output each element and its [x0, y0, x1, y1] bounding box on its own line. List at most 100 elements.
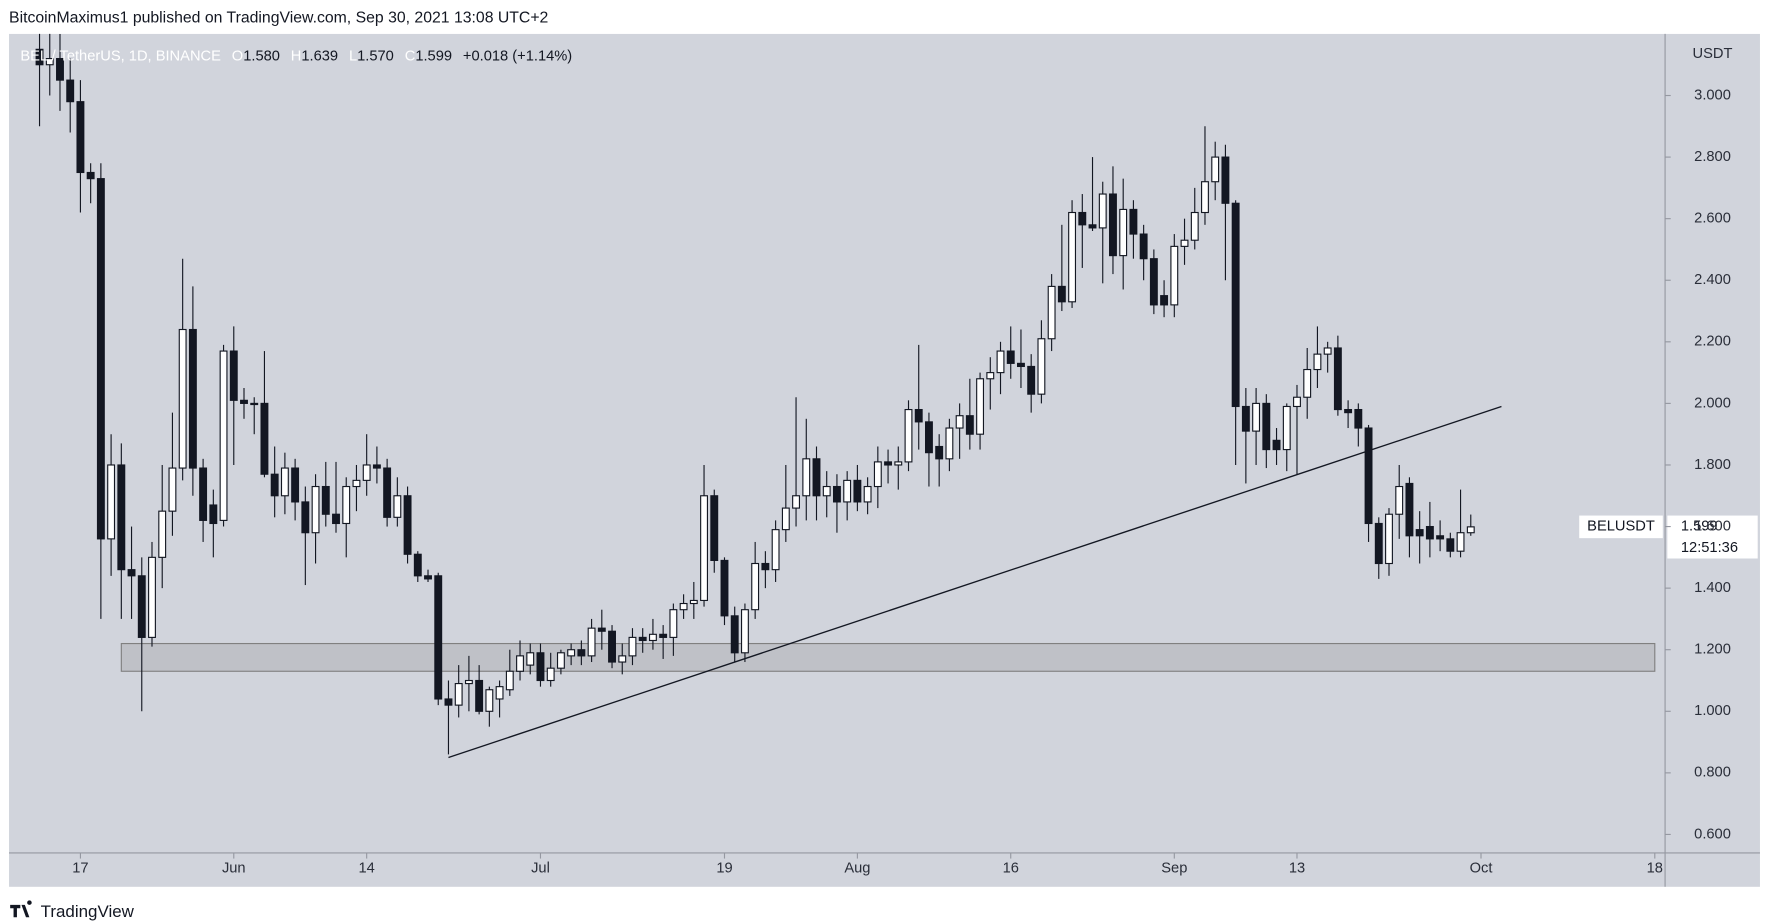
candle-body — [638, 636, 647, 642]
y-tick-label: 1.600 — [1694, 518, 1731, 534]
candle-body — [280, 467, 289, 497]
candle-body — [822, 485, 831, 497]
trendline — [448, 405, 1502, 759]
candle-body — [1170, 245, 1179, 306]
candle-body — [148, 556, 156, 638]
candle-body — [1456, 532, 1465, 552]
x-tick-label: 17 — [72, 861, 88, 877]
candle-body — [618, 655, 627, 663]
candle-body — [577, 649, 586, 657]
candle-body — [648, 633, 657, 642]
x-tick-label: 19 — [716, 861, 732, 877]
candle-body — [730, 615, 739, 654]
candle-body — [393, 495, 402, 518]
candle-body — [1252, 402, 1261, 432]
candle-body — [1160, 295, 1169, 306]
candle-body — [45, 58, 54, 66]
legend-value: 1.570 — [357, 48, 394, 64]
candle-body — [792, 495, 801, 509]
candle-body — [628, 636, 637, 657]
candle-body — [209, 504, 218, 525]
brand-logo — [10, 900, 32, 918]
candle-body — [1262, 402, 1271, 451]
y-tick-label: 1.800 — [1694, 457, 1731, 473]
candle-body — [1293, 396, 1301, 408]
y-tick-label: 1.200 — [1694, 642, 1731, 658]
legend: BEL / TetherUS, 1D, BINANCE O1.580 H1.63… — [20, 48, 572, 64]
price-tag-countdown: 12:51:36 — [1681, 540, 1738, 556]
candle-body — [168, 467, 177, 512]
candle-body — [1466, 526, 1475, 534]
legend-key: O — [232, 48, 243, 64]
candle-body — [1211, 156, 1220, 183]
candle-body — [178, 328, 187, 469]
candle-body — [1017, 362, 1025, 368]
candle-body — [332, 513, 340, 525]
candle-body — [710, 495, 719, 561]
x-tick-label: Sep — [1161, 861, 1187, 877]
candle-body — [117, 464, 126, 571]
y-axis-unit: USDT — [1693, 46, 1733, 62]
candle-body — [1057, 285, 1066, 303]
candle-body — [986, 372, 995, 380]
candle-body — [219, 350, 228, 521]
legend-value: 1.639 — [301, 48, 338, 64]
candle-body — [454, 683, 463, 706]
candle-body — [342, 485, 351, 525]
candle-body — [1139, 233, 1148, 260]
y-tick-label: 0.800 — [1694, 765, 1731, 781]
plot-area — [35, 33, 1656, 759]
legend-key: C — [405, 48, 416, 64]
candle-body — [955, 415, 964, 429]
candle-body — [924, 421, 933, 454]
candle-body — [250, 402, 259, 406]
candle-body — [536, 652, 545, 682]
legend-value: 1.599 — [415, 48, 452, 64]
candle-body — [1241, 405, 1250, 432]
candle-body — [812, 458, 821, 497]
candle-body — [1415, 529, 1424, 537]
candle-body — [1436, 535, 1445, 540]
candle-body — [96, 178, 105, 540]
candle-body — [832, 485, 841, 503]
candle-body — [873, 461, 882, 488]
candle-body — [1272, 439, 1281, 451]
candle-body — [464, 679, 473, 685]
candle-body — [1313, 353, 1322, 371]
candle-body — [291, 467, 300, 503]
x-tick-label: Jun — [222, 861, 246, 877]
y-tick-label: 1.000 — [1694, 703, 1731, 719]
brand-name: TradingView — [41, 902, 135, 921]
publish-header: BitcoinMaximus1 published on TradingView… — [9, 9, 548, 26]
candle-body — [413, 553, 422, 577]
candle-body — [1333, 347, 1342, 411]
candle-body — [965, 415, 974, 435]
candle-body — [35, 48, 44, 66]
candle-body — [679, 602, 688, 611]
candle-body — [372, 464, 381, 469]
price-tag-box — [1667, 515, 1758, 559]
candle-body — [1180, 239, 1189, 247]
candle-body — [1303, 368, 1312, 398]
candle-body — [1425, 525, 1434, 540]
price-tag-name-box — [1579, 515, 1663, 539]
candle-body — [270, 473, 279, 497]
candle-body — [516, 655, 524, 672]
candle-body — [1446, 538, 1455, 552]
x-tick-label: 16 — [1003, 861, 1019, 877]
candle-body — [1364, 427, 1373, 525]
candle-body — [352, 479, 361, 488]
candle-body — [444, 698, 453, 706]
candle-body — [771, 529, 780, 571]
candle-body — [781, 507, 790, 531]
candle-body — [1231, 202, 1240, 408]
candle-body — [383, 467, 392, 518]
candle-body — [720, 559, 729, 617]
candle-body — [311, 485, 320, 534]
support-zone — [120, 642, 1656, 672]
x-tick-label: Aug — [844, 861, 870, 877]
candle-body — [1354, 408, 1363, 429]
candle-body — [434, 575, 443, 700]
